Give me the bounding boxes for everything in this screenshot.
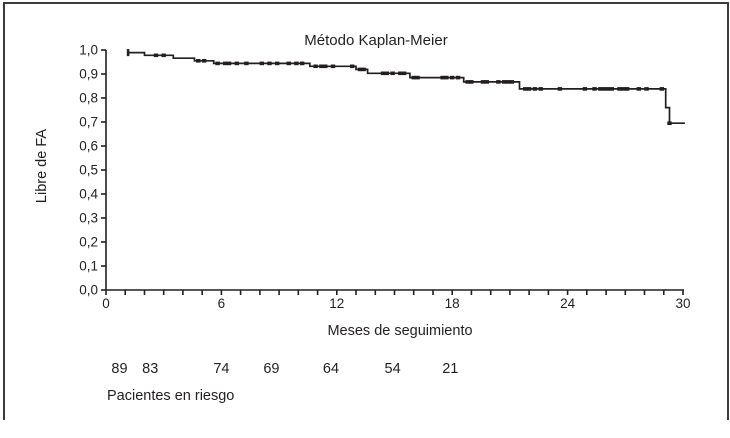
y-tick-label: 0,8: [79, 91, 98, 106]
censor-mark: [201, 59, 207, 63]
censor-mark: [455, 75, 461, 80]
censor-mark: [582, 87, 588, 91]
censor-mark: [390, 71, 395, 76]
censor-mark: [609, 87, 614, 91]
censor-mark: [226, 61, 232, 66]
censor-mark: [636, 87, 641, 91]
y-axis-label: Libre de FA: [34, 129, 50, 203]
censor-mark: [496, 80, 501, 84]
y-tick-label: 0,5: [79, 163, 98, 178]
censor-mark: [444, 75, 449, 80]
censor-mark: [505, 80, 511, 84]
at-risk-count: 54: [385, 361, 401, 377]
censor-mark: [601, 87, 607, 91]
censor-mark: [267, 61, 272, 66]
censor-mark: [598, 87, 603, 91]
censor-mark: [196, 59, 201, 63]
censor-mark: [357, 67, 363, 72]
censor-mark: [450, 75, 455, 80]
censor-mark: [411, 75, 416, 80]
at-risk-count: 89: [111, 361, 127, 377]
censor-mark: [667, 121, 672, 125]
censor-mark: [523, 87, 528, 91]
censor-mark: [313, 64, 318, 69]
censor-mark: [617, 87, 622, 91]
censor-mark: [401, 71, 407, 76]
censor-mark: [465, 80, 470, 84]
at-risk-count: 74: [213, 361, 229, 377]
censor-mark: [294, 61, 299, 66]
censor-mark: [259, 61, 264, 66]
censor-mark: [275, 61, 280, 66]
x-tick-label: 12: [329, 296, 344, 311]
censor-mark: [234, 61, 239, 66]
y-tick-label: 0,0: [79, 283, 98, 298]
chart-title: Método Kaplan-Meier: [304, 32, 447, 49]
censor-mark: [557, 87, 563, 91]
censor-mark: [538, 87, 543, 91]
x-tick-label: 30: [675, 296, 690, 311]
censor-mark: [644, 87, 649, 91]
x-axis-label: Meses de seguimiento: [327, 323, 472, 339]
at-risk-count: 83: [142, 361, 158, 377]
censor-mark: [215, 61, 220, 66]
censor-mark: [532, 87, 538, 91]
censor-mark: [398, 71, 403, 76]
censor-mark: [509, 80, 514, 84]
y-tick-label: 0,6: [79, 139, 98, 154]
censor-mark: [319, 64, 324, 69]
censor-mark: [659, 87, 664, 91]
censor-mark: [592, 87, 597, 91]
censor-mark: [300, 61, 305, 66]
censor-mark: [286, 61, 291, 66]
y-tick-label: 0,4: [79, 187, 98, 202]
chart-generated-content: 0,0 0,1 0,2 0,3 0,4 0,5 0,6 0,7 0,8 0,9 1,0 0 6 12 18 2…: [79, 43, 690, 378]
censor-mark: [361, 67, 366, 72]
censor-mark: [350, 64, 355, 69]
censor-mark: [415, 75, 420, 80]
censor-mark: [440, 75, 445, 80]
censor-mark: [244, 61, 249, 66]
censor-mark: [384, 71, 389, 76]
censor-mark: [330, 64, 336, 69]
y-tick-label: 0,2: [79, 235, 98, 250]
censor-mark: [526, 87, 532, 91]
censor-mark: [380, 71, 386, 76]
at-risk-label: Pacientes en riesgo: [107, 388, 234, 404]
y-tick-label: 0,7: [79, 115, 98, 130]
censor-start-tick: [126, 49, 130, 57]
censor-mark: [480, 80, 486, 84]
censor-mark: [161, 53, 166, 58]
y-tick-label: 1,0: [79, 43, 98, 58]
at-risk-count: 21: [442, 361, 458, 377]
x-tick-label: 6: [218, 296, 226, 311]
censor-mark: [621, 87, 626, 91]
y-tick-label: 0,3: [79, 211, 98, 226]
censor-mark: [605, 87, 611, 91]
y-tick-label: 0,9: [79, 67, 98, 82]
censor-mark: [223, 61, 228, 66]
x-tick-label: 0: [102, 296, 110, 311]
censor-mark: [625, 87, 630, 91]
censor-mark: [469, 80, 474, 84]
at-risk-count: 64: [323, 361, 339, 377]
censor-mark: [323, 64, 328, 69]
y-tick-label: 0,1: [79, 259, 98, 274]
x-tick-label: 18: [445, 296, 460, 311]
censor-mark: [501, 80, 507, 84]
censor-mark: [153, 53, 159, 58]
at-risk-count: 69: [263, 361, 279, 377]
censor-mark: [484, 80, 489, 84]
x-tick-label: 24: [560, 296, 576, 311]
